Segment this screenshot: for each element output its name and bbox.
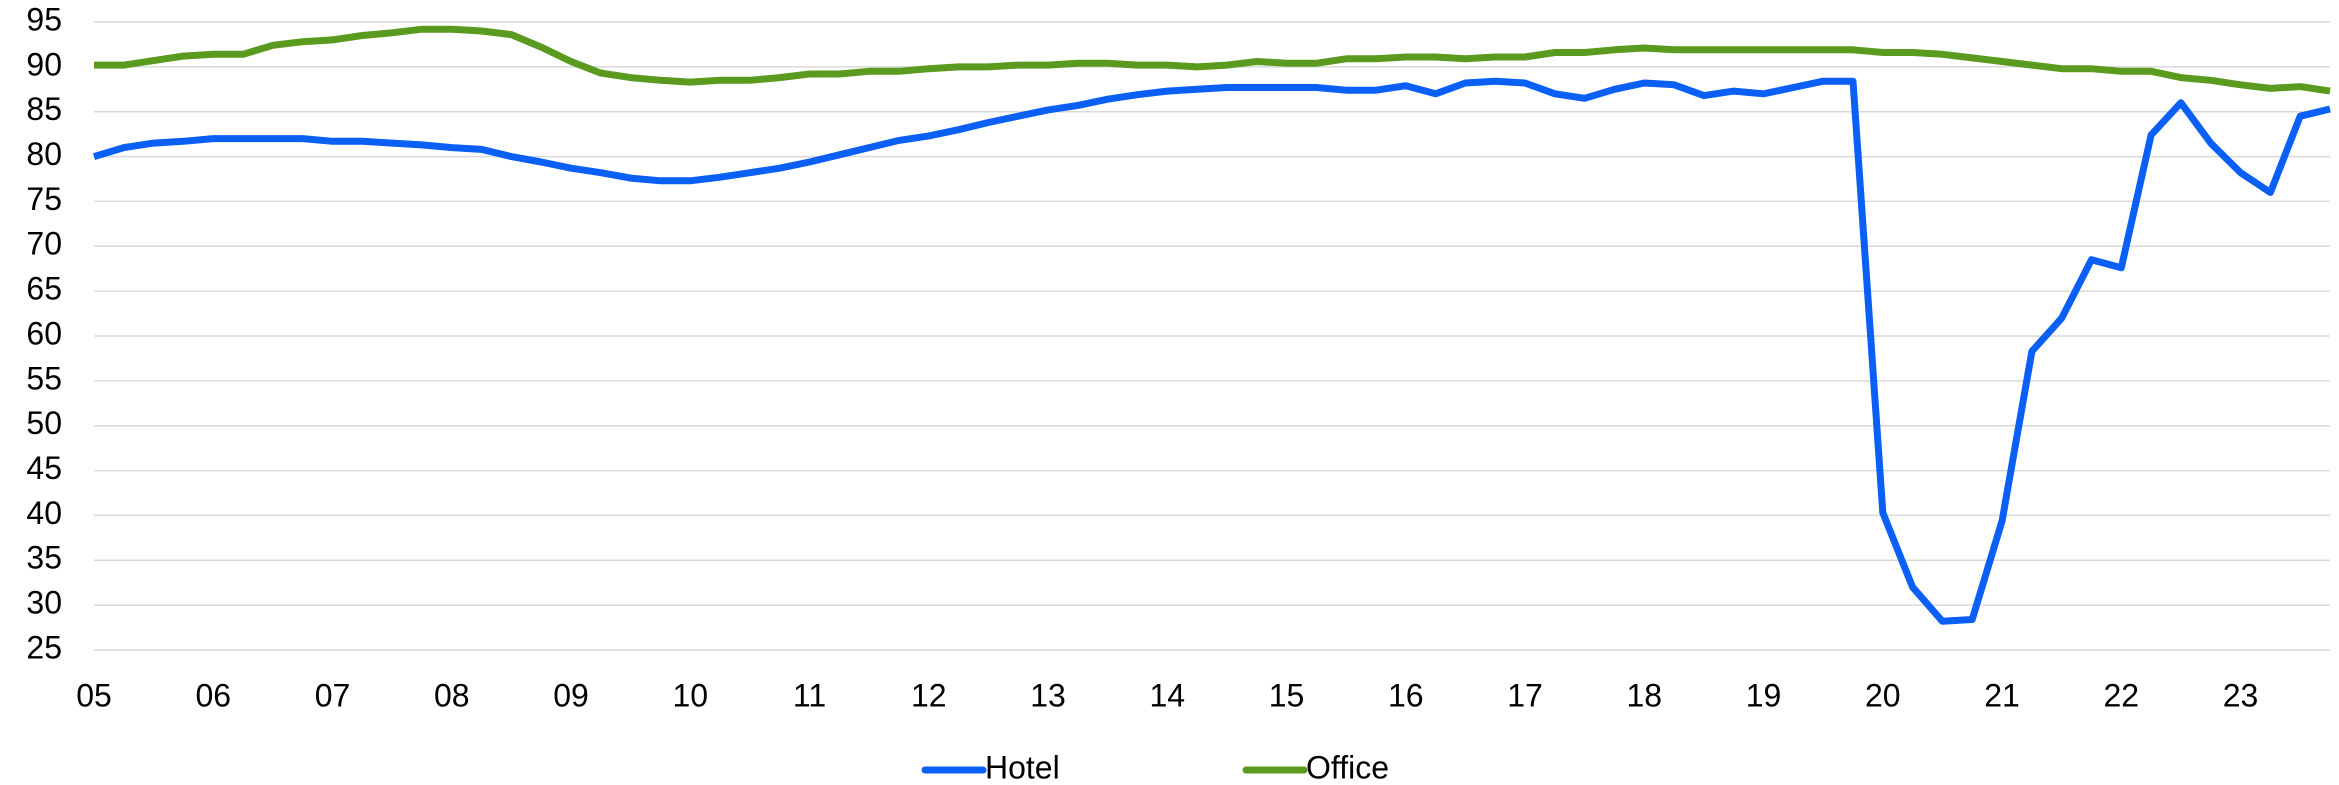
y-tick-label: 70 [26,226,62,262]
y-tick-label: 85 [26,91,62,127]
x-tick-label: 19 [1746,677,1782,713]
x-tick-label: 05 [76,677,112,713]
x-tick-label: 20 [1865,677,1901,713]
y-tick-label: 40 [26,495,62,531]
x-tick-label: 16 [1388,677,1424,713]
x-tick-label: 15 [1269,677,1305,713]
y-tick-label: 55 [26,360,62,396]
y-tick-label: 80 [26,136,62,172]
series-line [94,25,2331,95]
y-tick-label: 30 [26,585,62,621]
x-tick-label: 21 [1984,677,2020,713]
x-tick-label: 09 [553,677,589,713]
x-tick-label: 17 [1507,677,1543,713]
legend-label: Office [1306,749,1389,785]
x-tick-label: 11 [793,677,826,713]
x-tick-label: 22 [2104,677,2140,713]
y-tick-label: 50 [26,405,62,441]
x-tick-label: 13 [1030,677,1066,713]
y-tick-label: 75 [26,181,62,217]
x-tick-label: 12 [911,677,947,713]
y-tick-label: 60 [26,315,62,351]
x-tick-label: 08 [434,677,470,713]
y-tick-label: 90 [26,46,62,82]
x-tick-label: 18 [1626,677,1662,713]
series-line [92,77,2331,625]
y-tick-label: 65 [26,271,62,307]
x-tick-label: 14 [1149,677,1185,713]
y-tick-label: 95 [26,1,62,37]
legend-label: Hotel [985,749,1060,785]
y-tick-label: 25 [26,629,62,665]
x-tick-label: 06 [195,677,231,713]
x-tick-label: 07 [315,677,351,713]
y-tick-label: 35 [26,540,62,576]
x-tick-label: 23 [2223,677,2259,713]
x-tick-label: 10 [672,677,708,713]
y-tick-label: 45 [26,450,62,486]
